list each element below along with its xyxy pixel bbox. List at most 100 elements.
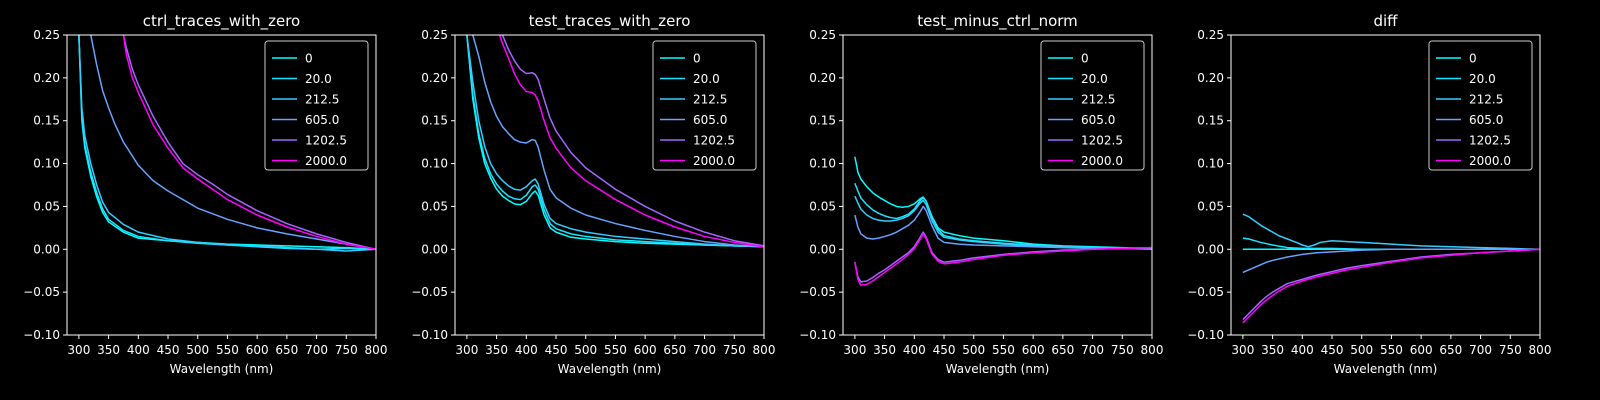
subplot-4-xtick-label: 450 — [1321, 343, 1344, 357]
subplot-1-series-line — [78, 35, 376, 251]
subplot-2-frame — [454, 34, 765, 336]
subplot-4-xtick-label: 300 — [1231, 343, 1254, 357]
subplot-2-series-line — [501, 35, 764, 247]
subplot-1-series-line — [122, 35, 376, 251]
subplot-3-ytick-label: 0.20 — [809, 71, 836, 85]
subplot-3-xtick-label: 600 — [1022, 343, 1045, 357]
subplot-2-series-line — [466, 35, 764, 248]
subplot-4-legend-box — [1428, 40, 1533, 171]
subplot-3-series-line — [854, 205, 1152, 251]
subplot-2-xtick-label: 350 — [485, 343, 508, 357]
subplot-2-xticks: 300 350 400 450 500 550 600 650 700 750 800 — [455, 335, 775, 357]
subplot-4-frame — [1230, 34, 1541, 336]
subplot-2-xtick-label: 300 — [455, 343, 478, 357]
subplot-4-legend-label: 1202.5 — [1469, 134, 1511, 148]
subplot-4-xtick-label: 400 — [1291, 343, 1314, 357]
subplot-2-xtick-label: 400 — [515, 343, 538, 357]
subplot-4-series-line — [1242, 248, 1540, 321]
subplot-3-xtick-label: 800 — [1141, 343, 1164, 357]
subplot-2-xtick-label: 500 — [574, 343, 597, 357]
subplot-1-legend-label: 0 — [305, 52, 313, 66]
subplot-2-legend-label: 212.5 — [693, 93, 727, 107]
subplot-4-xtick-label: 650 — [1439, 343, 1462, 357]
subplot-1-series-line — [122, 35, 376, 251]
subplot-2-legend-label: 605.0 — [693, 113, 727, 127]
subplot-2-series-line — [472, 35, 764, 248]
subplot-1-xtick-label: 650 — [275, 343, 298, 357]
subplot-3-series-line — [854, 233, 1152, 287]
subplot-1-xtick-label: 550 — [216, 343, 239, 357]
subplot-2-xtick-label: 450 — [545, 343, 568, 357]
subplot-3-xtick-label: 300 — [843, 343, 866, 357]
subplot-4-legend: 0 20.0 212.5 605.0 1202.5 2000.0 — [1428, 40, 1533, 171]
subplot-3-ytick-label: 0.15 — [809, 114, 836, 128]
subplot-2-xlabel: Wavelength (nm) — [558, 362, 662, 376]
subplot-3-legend-label: 605.0 — [1081, 113, 1115, 127]
subplot-4-series-line — [1242, 213, 1540, 251]
subplot-3-ytick-label: 0.10 — [809, 157, 836, 171]
subplot-3-legend-label: 20.0 — [1081, 72, 1108, 86]
subplot-1-ytick-label: 0.10 — [33, 157, 60, 171]
subplot-4-ytick-label: 0.00 — [1197, 242, 1224, 256]
subplot-1-xtick-label: 500 — [186, 343, 209, 357]
subplot-1-legend-box — [264, 40, 369, 171]
subplot-4-xtick-label: 800 — [1529, 343, 1552, 357]
subplot-2-legend-label: 1202.5 — [693, 134, 735, 148]
subplot-3-xtick-label: 750 — [1111, 343, 1134, 357]
subplot-2-title: test_traces_with_zero — [529, 12, 691, 31]
subplot-1-xtick-label: 300 — [67, 343, 90, 357]
subplot-1-xtick-label: 750 — [335, 343, 358, 357]
subplot-3-xtick-label: 700 — [1081, 343, 1104, 357]
subplot-4-ytick-label: 0.15 — [1197, 114, 1224, 128]
subplot-4-series-line — [1242, 248, 1540, 324]
subplot-4-legend-label: 605.0 — [1469, 113, 1503, 127]
subplot-4-ytick-label: −0.10 — [1187, 328, 1224, 342]
subplot-4-ytick-label: 0.20 — [1197, 71, 1224, 85]
subplot-3-legend: 0 20.0 212.5 605.0 1202.5 2000.0 — [1040, 40, 1145, 171]
subplot-2-xtick-label: 700 — [693, 343, 716, 357]
subplot-2-series-line — [466, 35, 764, 248]
subplot-2-ytick-label: 0.10 — [421, 157, 448, 171]
subplot-1-xlabel: Wavelength (nm) — [170, 362, 274, 376]
subplot-1-ytick-label: −0.10 — [23, 328, 60, 342]
subplot-2-ytick-label: 0.05 — [421, 199, 448, 213]
subplot-3-xticks: 300 350 400 450 500 550 600 650 700 750 800 — [843, 335, 1163, 357]
subplot-2-ytick-label: 0.25 — [421, 28, 448, 42]
subplot-2-legend-box — [652, 40, 757, 171]
subplot-3-xtick-label: 350 — [873, 343, 896, 357]
subplot-2-series-line — [498, 35, 764, 248]
subplot-3-legend-label: 1202.5 — [1081, 134, 1123, 148]
subplot-4-ytick-label: 0.10 — [1197, 157, 1224, 171]
subplot-1-ytick-label: 0.25 — [33, 28, 60, 42]
subplot-1-ytick-label: 0.20 — [33, 71, 60, 85]
subplot-2-ytick-label: 0.00 — [421, 242, 448, 256]
subplot-4-ytick-label: 0.25 — [1197, 28, 1224, 42]
subplot-4-xtick-label: 350 — [1261, 343, 1284, 357]
subplot-3-ytick-label: −0.10 — [799, 328, 836, 342]
subplot-1-xtick-label: 800 — [365, 343, 388, 357]
subplot-3-ytick-label: −0.05 — [799, 285, 836, 299]
subplot-2-xtick-label: 800 — [753, 343, 776, 357]
subplot-3-frame — [842, 34, 1153, 336]
subplot-3-legend-label: 212.5 — [1081, 93, 1115, 107]
subplot-2-ytick-label: 0.20 — [421, 71, 448, 85]
subplot-3-ytick-label: 0.05 — [809, 199, 836, 213]
subplot-2-legend-label: 20.0 — [693, 72, 720, 86]
subplot-4-legend-label: 20.0 — [1469, 72, 1496, 86]
subplot-4-xticks: 300 350 400 450 500 550 600 650 700 750 800 — [1231, 335, 1551, 357]
subplot-4-ytick-label: −0.05 — [1187, 285, 1224, 299]
subplot-4-legend-label: 2000.0 — [1469, 154, 1511, 168]
subplot-1-xtick-label: 450 — [157, 343, 180, 357]
subplot-2-xtick-label: 750 — [723, 343, 746, 357]
subplot-3-xtick-label: 400 — [903, 343, 926, 357]
subplot-4: diff Wavelength (nm) 300 350 400 450 500 550 6… — [1187, 12, 1551, 376]
subplot-3-yticks: −0.10 −0.05 0.00 0.05 0.10 0.15 0.20 0.25 — [799, 28, 843, 342]
subplot-4-title: diff — [1373, 12, 1398, 30]
subplot-1-legend-label: 605.0 — [305, 113, 339, 127]
subplot-3-lines — [854, 156, 1152, 287]
subplot-3-series-line — [854, 156, 1152, 250]
subplot-2-series-line — [466, 35, 764, 248]
subplot-4-xtick-label: 700 — [1469, 343, 1492, 357]
subplot-4-legend-label: 212.5 — [1469, 93, 1503, 107]
subplot-3-xtick-label: 450 — [933, 343, 956, 357]
